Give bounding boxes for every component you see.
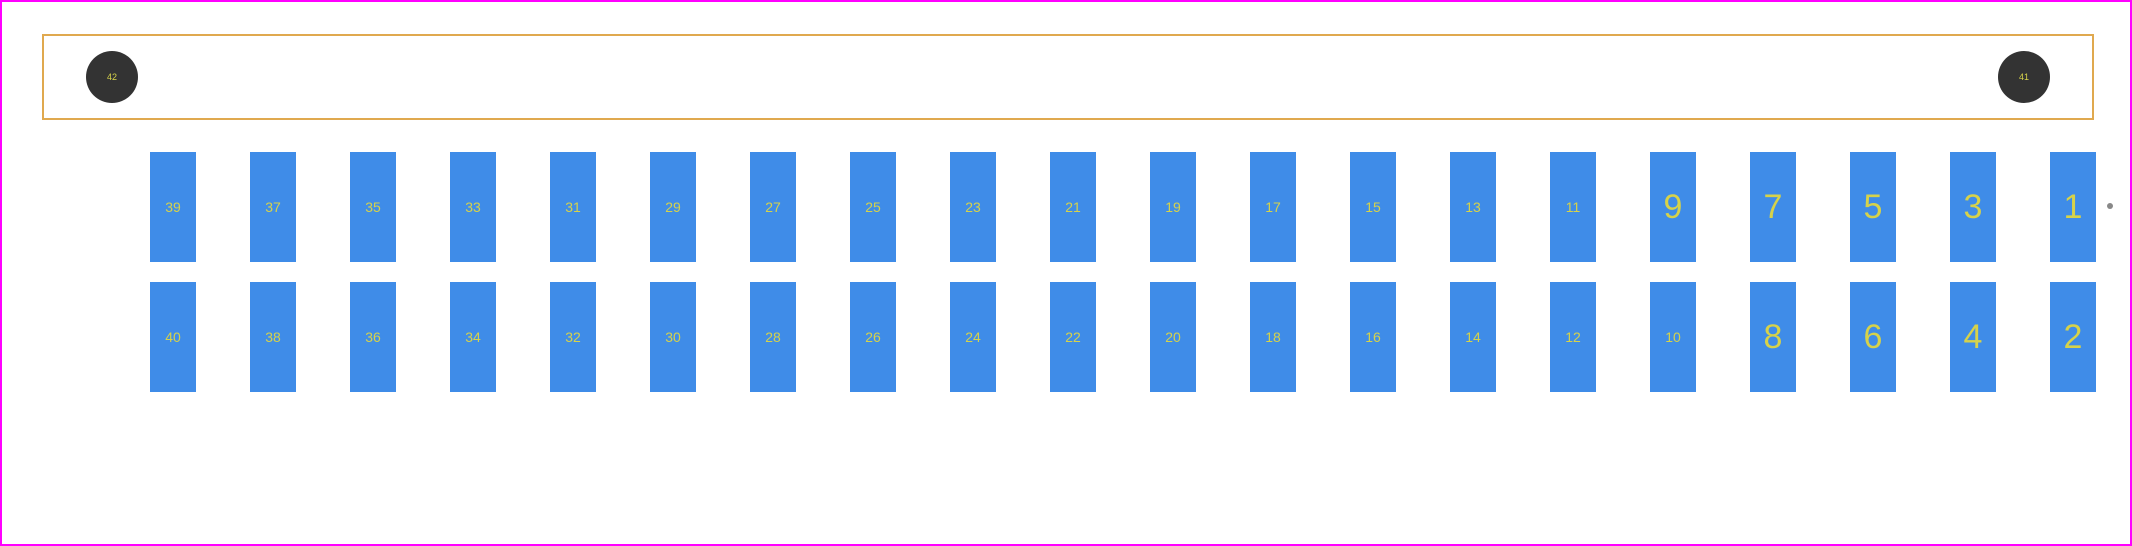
row2-pad-22: 22 (1050, 282, 1096, 392)
row1-pad-15: 15 (1350, 152, 1396, 262)
pad-label: 24 (965, 329, 981, 345)
row1-pad-25: 25 (850, 152, 896, 262)
pad-label: 22 (1065, 329, 1081, 345)
row2-pad-4: 4 (1950, 282, 1996, 392)
row1-pad-23: 23 (950, 152, 996, 262)
row1-pad-11: 11 (1550, 152, 1596, 262)
pad-label: 28 (765, 329, 781, 345)
row1-pad-21: 21 (1050, 152, 1096, 262)
origin-marker (2107, 203, 2113, 209)
row2-pad-30: 30 (650, 282, 696, 392)
pad-label: 27 (765, 199, 781, 215)
row2-pad-26: 26 (850, 282, 896, 392)
row2-pad-6: 6 (1850, 282, 1896, 392)
row1-pad-1: 1 (2050, 152, 2096, 262)
hole-41: 41 (1998, 51, 2050, 103)
row2-pad-18: 18 (1250, 282, 1296, 392)
row1-pad-29: 29 (650, 152, 696, 262)
row2-pad-14: 14 (1450, 282, 1496, 392)
row2-pad-8: 8 (1750, 282, 1796, 392)
row1-pad-39: 39 (150, 152, 196, 262)
pad-label: 20 (1165, 329, 1181, 345)
component-outline-bar (42, 34, 2094, 120)
pad-label: 2 (2064, 318, 2083, 357)
pad-label: 21 (1065, 199, 1081, 215)
row1-pad-9: 9 (1650, 152, 1696, 262)
pad-label: 26 (865, 329, 881, 345)
pad-label: 31 (565, 199, 581, 215)
row2-pad-24: 24 (950, 282, 996, 392)
pad-label: 12 (1565, 329, 1581, 345)
row2-pad-10: 10 (1650, 282, 1696, 392)
row2-pad-36: 36 (350, 282, 396, 392)
row1-pad-7: 7 (1750, 152, 1796, 262)
pad-label: 35 (365, 199, 381, 215)
row2-pad-2: 2 (2050, 282, 2096, 392)
row2-pad-20: 20 (1150, 282, 1196, 392)
row2-pad-38: 38 (250, 282, 296, 392)
pad-label: 19 (1165, 199, 1181, 215)
row1-pad-17: 17 (1250, 152, 1296, 262)
pad-label: 37 (265, 199, 281, 215)
pad-label: 5 (1864, 188, 1883, 227)
row1-pad-33: 33 (450, 152, 496, 262)
pad-label: 17 (1265, 199, 1281, 215)
row1-pad-37: 37 (250, 152, 296, 262)
hole-label: 41 (2019, 72, 2029, 82)
pad-label: 38 (265, 329, 281, 345)
row2-pad-12: 12 (1550, 282, 1596, 392)
pad-label: 9 (1664, 188, 1683, 227)
pad-label: 29 (665, 199, 681, 215)
pad-label: 30 (665, 329, 681, 345)
row1-pad-31: 31 (550, 152, 596, 262)
pad-label: 25 (865, 199, 881, 215)
pad-label: 7 (1764, 188, 1783, 227)
pad-label: 33 (465, 199, 481, 215)
row2-pad-34: 34 (450, 282, 496, 392)
row2-pad-28: 28 (750, 282, 796, 392)
pad-label: 1 (2064, 188, 2083, 227)
row1-pad-3: 3 (1950, 152, 1996, 262)
pad-label: 15 (1365, 199, 1381, 215)
row1-pad-5: 5 (1850, 152, 1896, 262)
hole-label: 42 (107, 72, 117, 82)
hole-42: 42 (86, 51, 138, 103)
pad-label: 18 (1265, 329, 1281, 345)
footprint-canvas: 4241393735333129272523211917151311975314… (0, 0, 2132, 546)
pad-label: 11 (1566, 199, 1581, 215)
row2-pad-32: 32 (550, 282, 596, 392)
pad-label: 6 (1864, 318, 1883, 357)
pad-label: 16 (1365, 329, 1381, 345)
pad-label: 40 (165, 329, 181, 345)
pad-label: 13 (1465, 199, 1481, 215)
pad-label: 23 (965, 199, 981, 215)
row1-pad-13: 13 (1450, 152, 1496, 262)
pad-label: 14 (1465, 329, 1481, 345)
pad-label: 36 (365, 329, 381, 345)
row1-pad-19: 19 (1150, 152, 1196, 262)
row2-pad-16: 16 (1350, 282, 1396, 392)
pad-label: 8 (1764, 318, 1783, 357)
row1-pad-35: 35 (350, 152, 396, 262)
pad-label: 34 (465, 329, 481, 345)
pad-label: 32 (565, 329, 581, 345)
pad-label: 4 (1964, 318, 1983, 357)
pad-label: 39 (165, 199, 181, 215)
pad-label: 3 (1964, 188, 1983, 227)
pad-label: 10 (1665, 329, 1681, 345)
row2-pad-40: 40 (150, 282, 196, 392)
row1-pad-27: 27 (750, 152, 796, 262)
